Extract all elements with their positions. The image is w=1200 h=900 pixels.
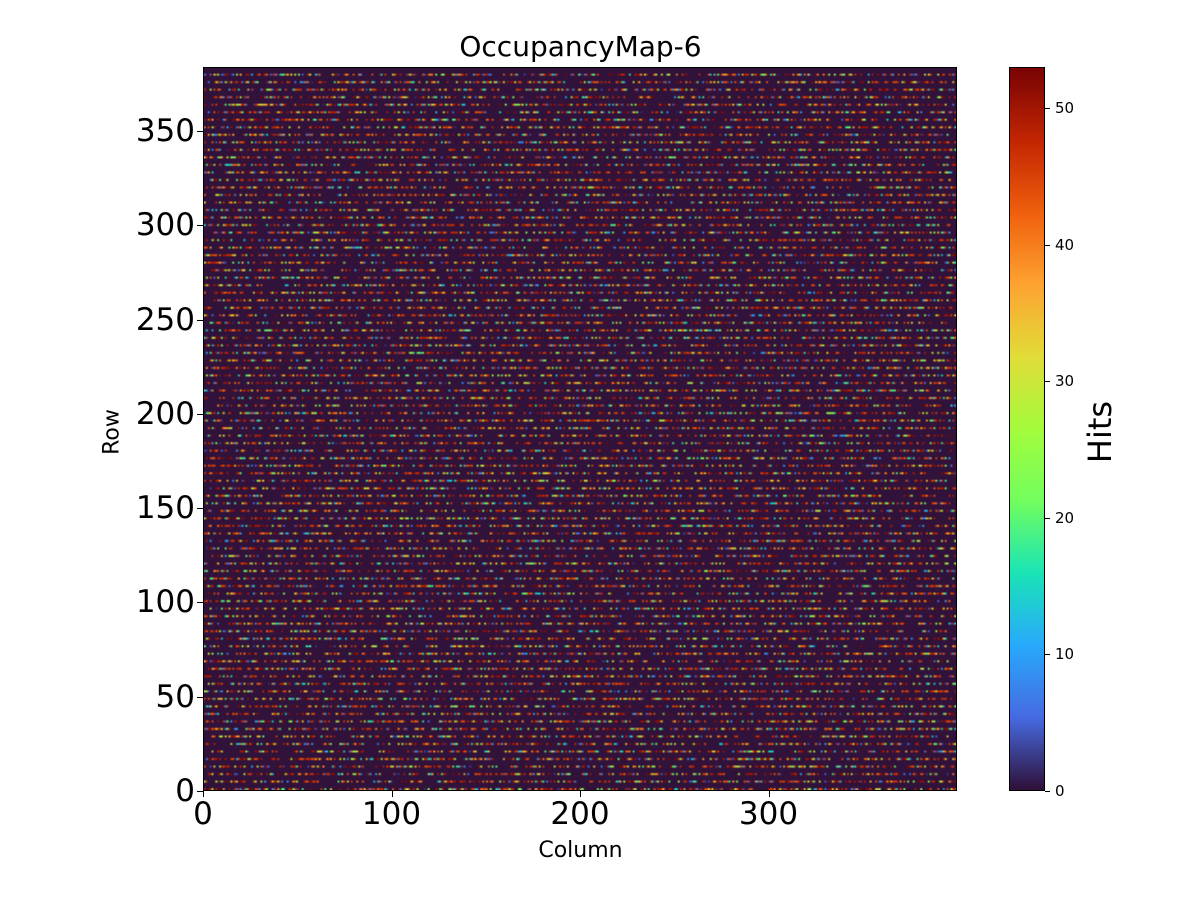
colorbar-tick-mark: [1045, 654, 1050, 656]
colorbar-tick-mark: [1045, 381, 1050, 383]
colorbar: [1009, 67, 1045, 791]
y-tick-mark: [197, 696, 203, 698]
x-tick-label: 100: [361, 796, 422, 832]
y-tick-label: 350: [135, 113, 195, 150]
y-tick-label: 200: [135, 395, 195, 432]
y-tick-label: 50: [155, 678, 195, 715]
colorbar-tick-label: 20: [1055, 508, 1075, 527]
y-tick-mark: [197, 791, 203, 792]
x-tick-mark: [768, 791, 770, 797]
heatmap-plot-area: [203, 67, 957, 791]
y-axis-label: Row: [99, 409, 125, 455]
y-tick-label: 300: [135, 207, 195, 244]
colorbar-tick-label: 50: [1055, 98, 1075, 117]
colorbar-tick-mark: [1045, 517, 1050, 519]
colorbar-tick-label: 0: [1055, 782, 1065, 800]
y-tick-mark: [197, 319, 203, 321]
x-tick-label: 200: [550, 796, 610, 832]
colorbar-label: Hits: [1081, 400, 1119, 464]
x-tick-mark: [580, 791, 581, 797]
y-tick-mark: [197, 602, 203, 604]
colorbar-tick-mark: [1045, 107, 1050, 109]
colorbar-tick-label: 10: [1055, 645, 1075, 664]
y-tick-label: 100: [135, 584, 195, 621]
colorbar-tick-label: 30: [1055, 372, 1075, 391]
x-tick-label: 0: [193, 796, 213, 832]
y-tick-mark: [197, 508, 203, 510]
colorbar-tick-mark: [1045, 791, 1050, 792]
x-axis-label: Column: [538, 838, 623, 863]
y-tick-label: 150: [135, 490, 195, 527]
y-tick-mark: [197, 225, 203, 227]
y-tick-label: 0: [175, 773, 195, 809]
chart-title: OccupancyMap-6: [459, 30, 702, 63]
x-tick-mark: [391, 791, 393, 797]
y-tick-mark: [197, 131, 203, 133]
heatmap-cells: [204, 68, 956, 790]
y-tick-label: 250: [135, 301, 195, 338]
y-tick-mark: [197, 413, 203, 415]
colorbar-tick-label: 40: [1055, 235, 1075, 254]
x-tick-mark: [203, 791, 204, 797]
x-tick-label: 300: [738, 796, 799, 832]
colorbar-tick-mark: [1045, 244, 1050, 246]
